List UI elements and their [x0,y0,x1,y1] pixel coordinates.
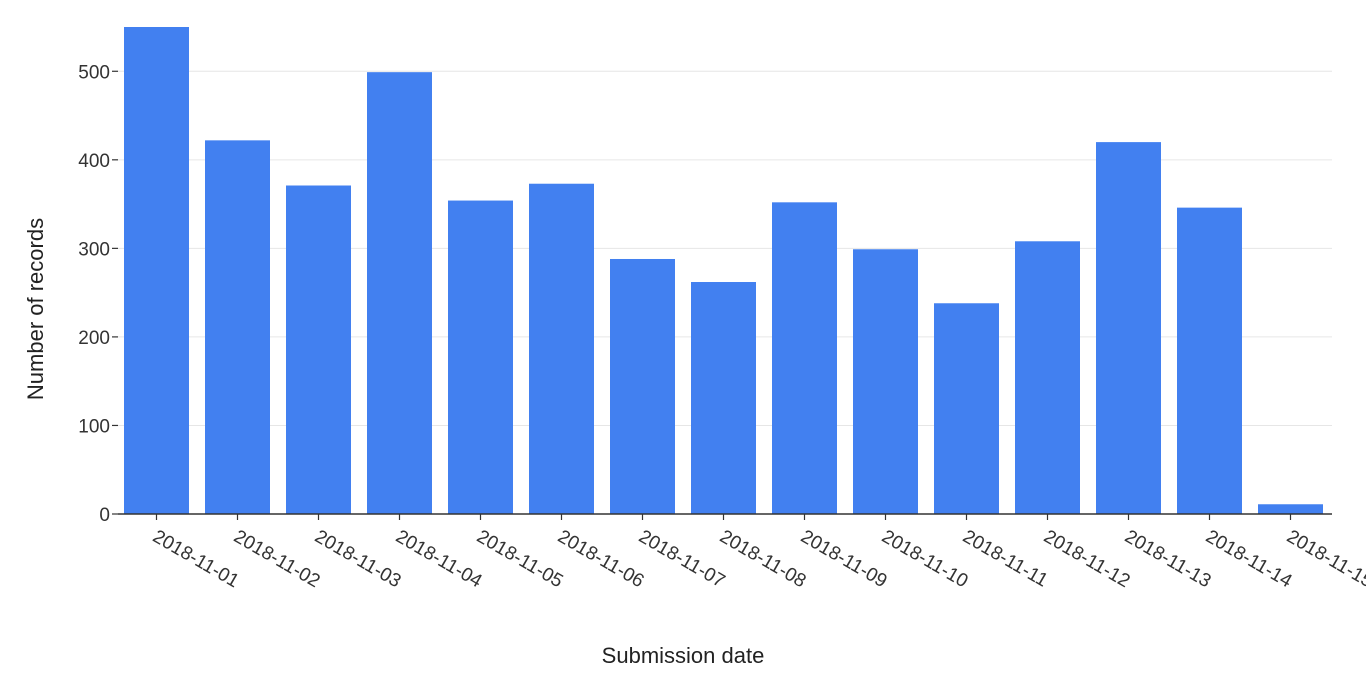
bar-2018-11-07 [610,258,675,514]
y-tick-label: 0 [99,505,110,526]
bar-2018-11-14 [1177,207,1242,514]
bar-2018-11-01 [124,27,189,514]
bar-2018-11-15 [1258,504,1323,514]
bar-2018-11-08 [691,282,756,514]
x-axis-title: Submission date [602,643,765,668]
x-tick-label: 2018-11-05 [473,526,566,592]
bar-2018-11-05 [448,200,513,515]
x-tick-label: 2018-11-01 [149,526,242,592]
bar-2018-11-02 [205,140,270,514]
y-tick-label: 300 [78,239,110,260]
x-tick-label: 2018-11-10 [878,526,971,592]
x-tick-label: 2018-11-11 [959,526,1051,591]
x-tick-label: 2018-11-07 [635,526,728,592]
x-tick-label: 2018-11-15 [1283,526,1366,592]
bar-2018-11-13 [1096,142,1161,515]
x-axis: 2018-11-012018-11-022018-11-032018-11-04… [149,514,1366,592]
bar-2018-11-06 [529,183,594,514]
y-tick-label: 500 [78,62,110,83]
x-tick-label: 2018-11-02 [230,526,323,592]
y-axis: 0 100 200 300 400 500 [78,62,118,526]
y-tick-label: 200 [78,328,110,349]
bar-2018-11-11 [934,303,999,514]
x-tick-label: 2018-11-06 [554,526,647,592]
x-tick-label: 2018-11-12 [1040,526,1133,592]
x-tick-label: 2018-11-14 [1202,526,1296,592]
bar-2018-11-09 [772,202,837,514]
y-tick-label: 100 [78,416,110,437]
x-tick-label: 2018-11-04 [392,526,486,592]
x-tick-label: 2018-11-03 [311,526,404,592]
x-tick-label: 2018-11-13 [1121,526,1214,592]
bars [124,27,1323,515]
bar-2018-11-10 [853,249,918,514]
bar-2018-11-04 [367,72,432,515]
x-tick-label: 2018-11-08 [716,526,809,592]
bar-2018-11-03 [286,185,351,514]
bar-2018-11-12 [1015,241,1080,514]
x-tick-label: 2018-11-09 [797,526,890,592]
y-axis-title: Number of records [23,218,48,400]
y-tick-label: 400 [78,151,110,172]
